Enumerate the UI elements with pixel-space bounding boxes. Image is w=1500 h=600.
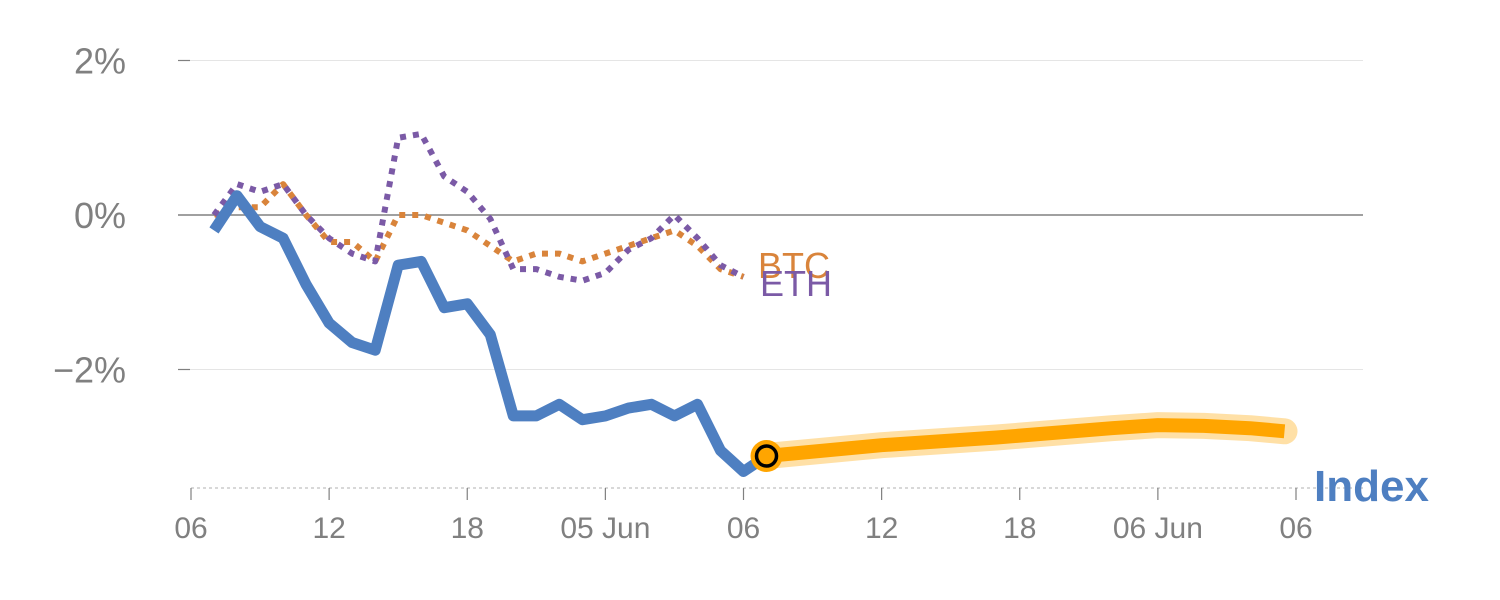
x-tick-label: 18: [1003, 512, 1036, 545]
grid-layer: [178, 59, 1363, 371]
axis-layer: 2% 0% −2% 06 12 18 05 Jun 06 12 18 06 Jun 06: [53, 41, 1363, 545]
highlight-point: [754, 444, 779, 468]
x-tick-label: 12: [312, 512, 345, 545]
series-label-index: Index: [1314, 462, 1429, 511]
x-tick-label: 06: [1279, 512, 1312, 545]
y-tick-label: 0%: [74, 195, 126, 236]
y-tick-label: −2%: [53, 350, 126, 391]
series-line-index: [209, 190, 770, 477]
y-tick-label: 2%: [74, 41, 126, 82]
series-label-eth: ETH: [760, 263, 832, 304]
series-line-eth: [211, 130, 745, 284]
forecast-line: [765, 418, 1286, 463]
point-layer: [750, 440, 783, 473]
series-line-btc: [213, 181, 745, 280]
x-tick-label: 18: [451, 512, 484, 545]
x-tick-label: 12: [865, 512, 898, 545]
x-tick-label: 06: [727, 512, 760, 545]
x-tick-label: 06 Jun: [1113, 512, 1203, 545]
series-label-btc: BTC: [758, 245, 830, 286]
x-tick-label: 05 Jun: [560, 512, 650, 545]
series-layer: [209, 130, 1298, 477]
x-tick-label: 06: [174, 512, 207, 545]
